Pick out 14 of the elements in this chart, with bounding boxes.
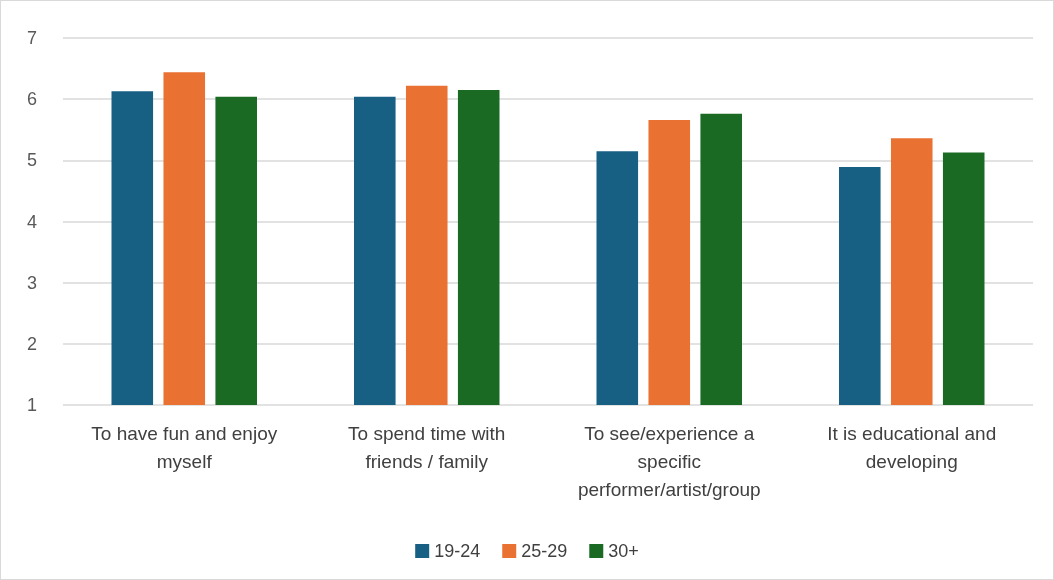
y-tick-label: 6	[26, 89, 37, 110]
y-tick-label: 7	[26, 28, 37, 48]
y-tick-label: 1	[26, 395, 37, 415]
legend-label: 19-24	[434, 541, 481, 561]
legend-label: 25-29	[521, 541, 568, 561]
y-tick-label: 4	[26, 211, 37, 232]
legend-label: 30+	[608, 541, 639, 561]
y-tick-label: 5	[26, 150, 37, 171]
x-tick-label: To spend time with friends / family	[348, 422, 506, 472]
x-tick-label: It is educational and developing	[827, 422, 997, 472]
y-tick-label: 2	[26, 333, 37, 354]
x-tick-label: To have fun and enjoy myself	[91, 422, 278, 472]
x-tick-label: To see/experience a specific performer/artist/group	[577, 422, 761, 500]
y-tick-label: 3	[26, 272, 37, 293]
